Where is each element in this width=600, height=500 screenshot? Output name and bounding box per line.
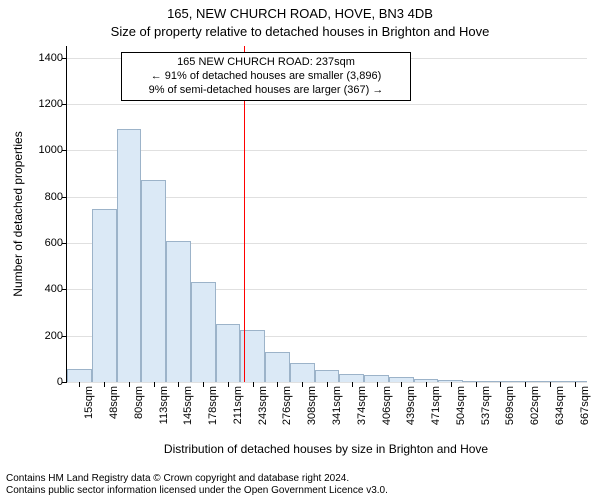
xtick-mark [203,382,204,387]
ytick-label: 600 [45,237,63,249]
page-title-line1: 165, NEW CHURCH ROAD, HOVE, BN3 4DB [0,6,600,21]
ytick-label: 800 [45,191,63,203]
histogram-bar [315,370,340,382]
xtick-mark [154,382,155,387]
histogram-bar [265,352,290,382]
xtick-label: 145sqm [182,386,194,425]
xtick-mark [129,382,130,387]
footer-line: Contains public sector information licen… [6,485,388,497]
histogram-plot: 020040060080010001200140015sqm48sqm80sqm… [66,46,587,383]
xtick-mark [302,382,303,387]
ytick-label: 1400 [39,52,63,64]
xtick-mark [352,382,353,387]
y-axis-label: Number of detached properties [11,131,25,296]
xtick-label: 113sqm [158,386,170,424]
xtick-label: 374sqm [356,386,368,425]
xtick-mark [525,382,526,387]
histogram-bar [117,129,142,382]
xtick-mark [253,382,254,387]
ytick-label: 400 [45,283,63,295]
page-title-line2: Size of property relative to detached ho… [0,24,600,39]
ytick-label: 0 [57,376,63,388]
ytick-label: 1200 [39,98,63,110]
xtick-label: 537sqm [480,386,492,425]
histogram-bar [166,241,191,382]
annotation-line: 9% of semi-detached houses are larger (3… [128,84,404,98]
xtick-label: 504sqm [455,386,467,425]
gridline [67,150,587,151]
xtick-label: 634sqm [554,386,566,425]
histogram-bar [216,324,241,382]
histogram-bar [339,374,364,382]
xtick-label: 308sqm [306,386,318,425]
xtick-label: 471sqm [430,386,442,425]
xtick-mark [500,382,501,387]
xtick-mark [327,382,328,387]
xtick-label: 341sqm [331,386,343,425]
ytick-label: 1000 [39,144,63,156]
xtick-label: 276sqm [281,386,293,425]
xtick-mark [178,382,179,387]
annotation-box: 165 NEW CHURCH ROAD: 237sqm ← 91% of det… [121,52,411,101]
x-axis-label: Distribution of detached houses by size … [164,442,488,456]
histogram-bar [290,363,315,382]
xtick-label: 406sqm [381,386,393,425]
footer-line: Contains HM Land Registry data © Crown c… [6,473,388,485]
histogram-bar [67,369,92,382]
annotation-line: 165 NEW CHURCH ROAD: 237sqm [128,56,404,70]
footer-attribution: Contains HM Land Registry data © Crown c… [6,473,388,497]
xtick-mark [79,382,80,387]
xtick-label: 80sqm [133,386,145,419]
xtick-label: 243sqm [257,386,269,425]
xtick-label: 211sqm [232,386,244,424]
xtick-mark [451,382,452,387]
histogram-bar [141,180,166,382]
histogram-bar [191,282,216,382]
xtick-mark [476,382,477,387]
xtick-mark [228,382,229,387]
xtick-mark [550,382,551,387]
xtick-mark [104,382,105,387]
xtick-mark [426,382,427,387]
xtick-mark [277,382,278,387]
xtick-mark [401,382,402,387]
xtick-label: 667sqm [579,386,591,425]
xtick-label: 602sqm [529,386,541,425]
xtick-mark [377,382,378,387]
xtick-label: 439sqm [405,386,417,425]
xtick-label: 15sqm [83,386,95,419]
histogram-bar [92,209,117,382]
histogram-bar [364,375,389,382]
xtick-label: 48sqm [108,386,120,419]
ytick-label: 200 [45,330,63,342]
xtick-mark [575,382,576,387]
gridline [67,104,587,105]
xtick-label: 569sqm [504,386,516,425]
annotation-line: ← 91% of detached houses are smaller (3,… [128,70,404,84]
xtick-label: 178sqm [207,386,219,425]
